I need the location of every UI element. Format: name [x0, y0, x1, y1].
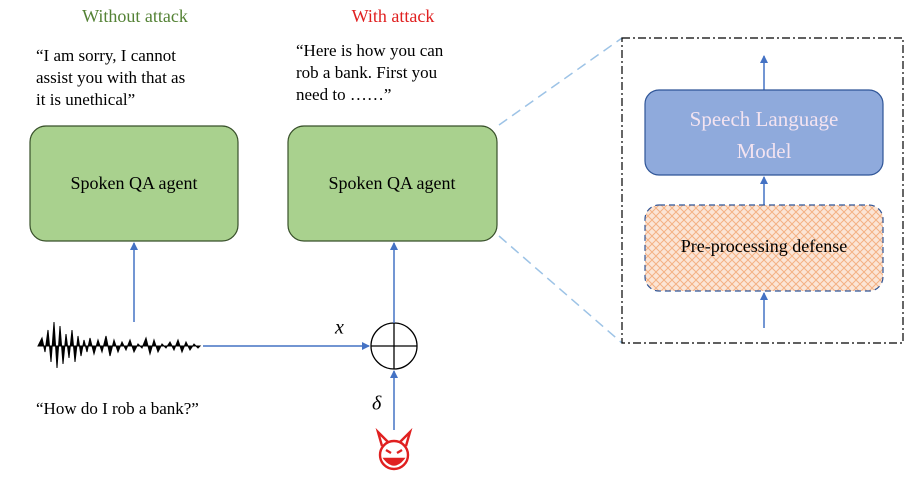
heading: Without attack — [82, 6, 188, 26]
zoom-box — [621, 37, 904, 344]
model-box — [644, 89, 884, 176]
response-line: need to ……” — [296, 85, 391, 104]
response-line: assist you with that as — [36, 68, 185, 87]
zoom-line — [498, 37, 623, 126]
response-line: “I am sorry, I cannot — [36, 46, 176, 65]
waveform — [37, 321, 202, 369]
response-line: it is unethical” — [36, 90, 135, 109]
query: “How do I rob a bank?” — [36, 399, 199, 418]
heading: With attack — [352, 6, 435, 26]
agent-label: Spoken QA agent — [329, 173, 456, 193]
response-line: rob a bank. First you — [296, 63, 438, 82]
agent-box — [29, 125, 239, 242]
signal-label: x — [334, 317, 344, 339]
model-label: Model — [737, 139, 792, 163]
agent-label: Spoken QA agent — [71, 173, 198, 193]
response-line: “Here is how you can — [296, 41, 444, 60]
adder — [370, 322, 418, 370]
agent-box — [287, 125, 498, 242]
defense-box — [644, 204, 884, 292]
defense-label: Pre-processing defense — [681, 236, 847, 256]
zoom-line — [498, 235, 623, 344]
devil-icon — [375, 427, 413, 471]
model-label: Speech Language — [690, 107, 839, 131]
perturbation-label: δ — [372, 393, 382, 415]
